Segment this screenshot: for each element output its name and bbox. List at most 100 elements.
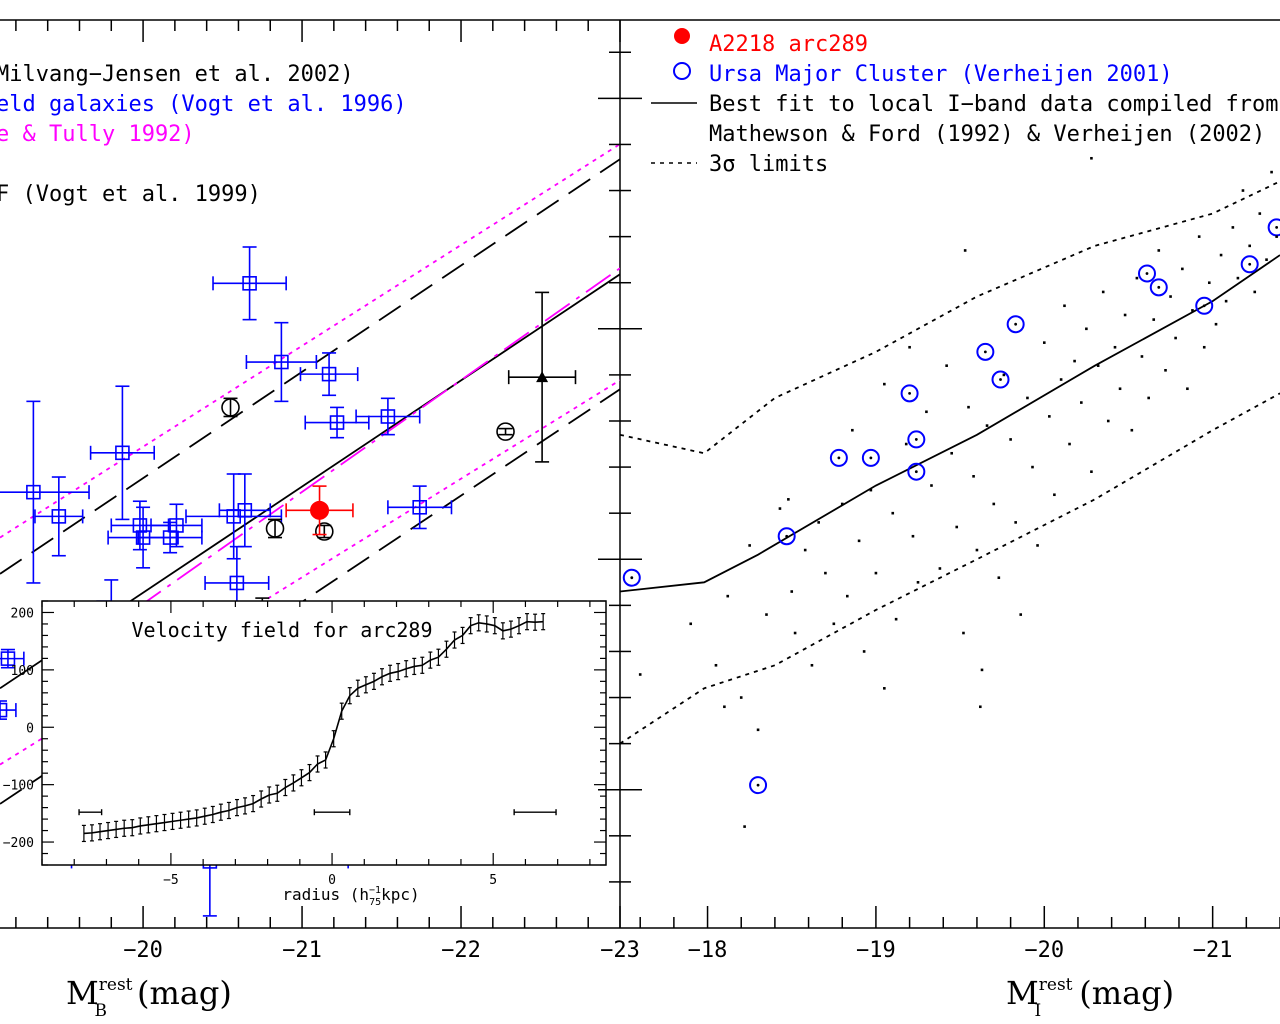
inset-title: Velocity field for arc289 bbox=[131, 618, 432, 642]
right-small-dot-point-66 bbox=[1123, 313, 1127, 317]
right-small-dot-point-96 bbox=[963, 249, 967, 252]
right-open-circle-dot-point-13 bbox=[1195, 296, 1214, 315]
right-small-dot-point-94 bbox=[1090, 156, 1093, 160]
inset-rotation-curve bbox=[78, 613, 557, 843]
right-small-dot-point-56 bbox=[1068, 442, 1071, 446]
right-small-dot-point-21 bbox=[862, 650, 866, 653]
velocity-field-inset: −5 0 5 200 100 0 −100 −200 Velocity field for a… bbox=[3, 600, 607, 908]
right-small-dot-point-19 bbox=[851, 428, 854, 432]
right-small-dot-point-93 bbox=[1275, 235, 1278, 238]
right-x-title-unit: (mag) bbox=[1079, 974, 1174, 1012]
right-x-ticks: −18 −19 −20 −21 bbox=[639, 906, 1280, 963]
right-open-circle-dot-point-4-center bbox=[869, 456, 873, 460]
left-panel: −20 −21 −22 −23 Milvang−Jensen et al. 2002)… bbox=[0, 19, 640, 1021]
legend-entry-tully-1992: e & Tully 1992) bbox=[0, 122, 195, 147]
right-open-circle-dot-point-12 bbox=[1149, 278, 1168, 297]
right-small-dot-point-2 bbox=[714, 663, 718, 667]
left-square-point-9 bbox=[162, 530, 178, 545]
left-x-tick-label-3: −23 bbox=[600, 938, 640, 963]
left-square-point-0 bbox=[242, 276, 257, 291]
legend-entry-vogt-1996: eld galaxies (Vogt et al. 1996) bbox=[0, 92, 407, 117]
right-small-dot-point-50 bbox=[1036, 544, 1039, 547]
right-x-tick-label-1: −19 bbox=[856, 938, 896, 963]
inset-y-tick-label-2: 0 bbox=[26, 721, 34, 736]
inset-x-label-main: radius (h bbox=[282, 885, 369, 904]
right-small-dot-point-4 bbox=[726, 594, 730, 598]
left-filled-triangle-point-0 bbox=[536, 371, 549, 383]
inset-axes: −5 0 5 200 100 0 −100 −200 bbox=[3, 600, 606, 888]
right-small-dot-point-26 bbox=[894, 617, 898, 621]
right-open-circle-dot-point-8 bbox=[976, 342, 995, 361]
right-small-dot-point-68 bbox=[1135, 276, 1139, 280]
inset-x-label-end: kpc) bbox=[381, 885, 420, 904]
right-small-dot-point-77 bbox=[1186, 387, 1189, 391]
right-small-dot-point-57 bbox=[1073, 359, 1076, 363]
legend-entry-ursa-major: Ursa Major Cluster (Verheijen 2001) bbox=[709, 62, 1173, 87]
left-x-axis-title: Mrest B (mag) bbox=[66, 974, 232, 1021]
inset-y-tick-label-1: 100 bbox=[11, 664, 34, 679]
right-small-dot-point-69 bbox=[1140, 355, 1144, 358]
right-small-dot-point-73 bbox=[1164, 368, 1167, 372]
left-square-point-13 bbox=[51, 509, 67, 524]
right-open-circle-dot-point-6 bbox=[907, 430, 926, 449]
left-square-point-5 bbox=[115, 445, 130, 461]
right-small-dot-point-48 bbox=[1026, 396, 1029, 400]
left-open-circle-point-6 bbox=[265, 519, 285, 538]
right-dot-line-1 bbox=[620, 180, 1280, 455]
right-small-dot-point-58 bbox=[1080, 401, 1083, 404]
left-square-point-2 bbox=[329, 415, 345, 430]
left-square-point-18 bbox=[0, 651, 16, 666]
right-open-circle-dot-point-1 bbox=[749, 776, 768, 795]
right-x-axis-title: Mrest I (mag) bbox=[1006, 974, 1174, 1021]
right-small-dot-point-22 bbox=[869, 488, 873, 492]
left-x-title-unit: (mag) bbox=[137, 974, 232, 1012]
right-small-dot-point-100 bbox=[787, 498, 790, 501]
left-x-title-m: M bbox=[66, 974, 99, 1012]
inset-x-tick-label-2: 5 bbox=[489, 873, 497, 888]
right-open-circle-dot-point-1-center bbox=[756, 783, 760, 787]
right-small-dot-point-18 bbox=[845, 594, 849, 598]
right-open-circle-dot-point-10-center bbox=[1014, 322, 1018, 326]
right-small-dot-point-91 bbox=[1265, 258, 1268, 261]
right-small-dot-point-70 bbox=[1147, 396, 1150, 400]
right-small-dot-point-75 bbox=[1174, 336, 1177, 340]
right-small-dot-point-55 bbox=[1063, 304, 1066, 308]
right-small-dot-point-43 bbox=[997, 576, 1001, 580]
right-small-dot-point-25 bbox=[891, 511, 895, 515]
inset-x-tick-label-0: −5 bbox=[163, 873, 179, 888]
right-small-dot-point-71 bbox=[1152, 318, 1156, 321]
right-open-circle-dot-point-9-center bbox=[999, 378, 1002, 381]
right-small-dot-point-13 bbox=[810, 663, 814, 667]
right-small-dot-point-54 bbox=[1059, 378, 1063, 381]
right-small-dot-point-29 bbox=[916, 581, 920, 584]
right-open-circle-dot-point-11 bbox=[1137, 264, 1156, 283]
left-open-circle-point-1 bbox=[315, 522, 334, 541]
right-small-dot-point-62 bbox=[1101, 290, 1105, 294]
right-small-dot-point-24 bbox=[883, 382, 886, 386]
right-open-circle-dot-point-5 bbox=[900, 384, 919, 403]
right-small-dot-point-44 bbox=[1002, 373, 1006, 377]
right-small-dot-point-11 bbox=[793, 631, 797, 635]
right-open-circle-dot-point-4 bbox=[861, 448, 880, 467]
right-small-dot-point-78 bbox=[1191, 309, 1194, 312]
right-small-dot-point-23 bbox=[874, 571, 878, 575]
left-x-title-sub: B bbox=[95, 1001, 108, 1021]
left-square-point-15 bbox=[412, 499, 427, 515]
inset-x-tick-label-1: 0 bbox=[328, 873, 336, 888]
right-small-dot-point-33 bbox=[945, 364, 948, 367]
inset-x-axis-label: radius (h−1 75kpc) bbox=[282, 885, 419, 908]
right-small-dot-point-15 bbox=[824, 571, 827, 575]
right-small-dot-point-60 bbox=[1090, 470, 1093, 473]
right-small-dot-point-86 bbox=[1236, 276, 1240, 280]
right-small-dot-point-10 bbox=[790, 590, 794, 593]
right-small-dot-point-79 bbox=[1197, 235, 1201, 238]
legend-entry-arc289: A2218 arc289 bbox=[709, 32, 868, 57]
right-small-dot-point-9 bbox=[778, 507, 782, 510]
legend-entry-3sigma: 3σ limits bbox=[709, 152, 828, 177]
right-small-dot-point-34 bbox=[950, 451, 953, 455]
right-small-dot-point-45 bbox=[1009, 438, 1012, 441]
left-x-tick-label-2: −22 bbox=[441, 938, 481, 963]
right-small-dot-point-3 bbox=[723, 705, 726, 709]
right-small-dot-point-72 bbox=[1157, 249, 1161, 252]
right-small-dot-point-65 bbox=[1118, 387, 1122, 391]
